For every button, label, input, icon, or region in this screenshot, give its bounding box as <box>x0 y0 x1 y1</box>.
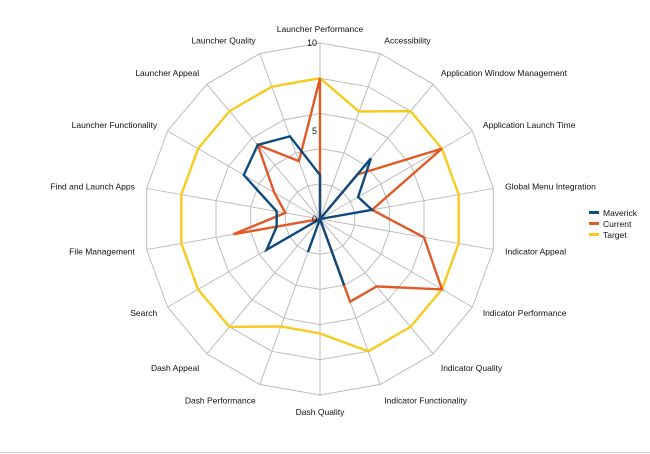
legend-item-current: Current <box>589 218 637 229</box>
bottom-divider <box>0 452 650 453</box>
grid-spoke <box>319 130 473 220</box>
legend-item-maverick: Maverick <box>589 207 637 218</box>
grid-spoke <box>319 218 494 251</box>
axis-label: Indicator Appeal <box>505 247 566 257</box>
axis-label: Application Window Management <box>441 68 568 78</box>
axis-labels: Launcher Performance Accessibility Applica… <box>50 24 596 417</box>
legend-swatch-maverick <box>589 211 599 214</box>
grid-spoke <box>206 218 321 355</box>
axis-label: Dash Quality <box>296 407 345 417</box>
legend-label-target: Target <box>603 229 627 240</box>
radial-ticks: 0 5 10 <box>307 38 317 224</box>
series-line-current <box>232 77 444 304</box>
axis-label: Global Menu Integration <box>505 181 596 191</box>
axis-label: Indicator Functionality <box>384 396 467 406</box>
axis-label: Application Launch Time <box>483 120 576 130</box>
tick-label: 10 <box>307 38 317 48</box>
legend-swatch-target <box>589 233 599 236</box>
axis-label: Launcher Appeal <box>135 68 199 78</box>
tick-label: 0 <box>312 214 317 224</box>
axis-label: File Management <box>69 247 135 257</box>
radar-series <box>180 76 460 353</box>
axis-label: Accessibility <box>384 35 431 45</box>
axis-label: Launcher Performance <box>277 24 364 34</box>
grid-spoke <box>319 53 381 220</box>
grid-spoke <box>146 187 321 220</box>
axis-label: Indicator Quality <box>441 363 503 373</box>
legend: Maverick Current Target <box>589 207 637 240</box>
grid-spoke <box>319 218 473 308</box>
axis-label: Dash Performance <box>185 396 256 406</box>
legend-swatch-current <box>589 222 599 225</box>
legend-label-maverick: Maverick <box>603 207 638 218</box>
axis-label: Search <box>130 308 157 318</box>
series-line-maverick <box>242 134 375 286</box>
tick-label: 5 <box>312 126 317 136</box>
axis-label: Find and Launch Apps <box>50 181 135 191</box>
legend-item-target: Target <box>589 229 637 240</box>
axis-label: Launcher Quality <box>191 35 256 45</box>
grid-spoke <box>206 83 321 220</box>
legend-label-current: Current <box>603 218 632 229</box>
axis-label: Launcher Functionality <box>72 120 158 130</box>
axis-label: Indicator Performance <box>483 308 567 318</box>
axis-label: Dash Appeal <box>151 363 199 373</box>
